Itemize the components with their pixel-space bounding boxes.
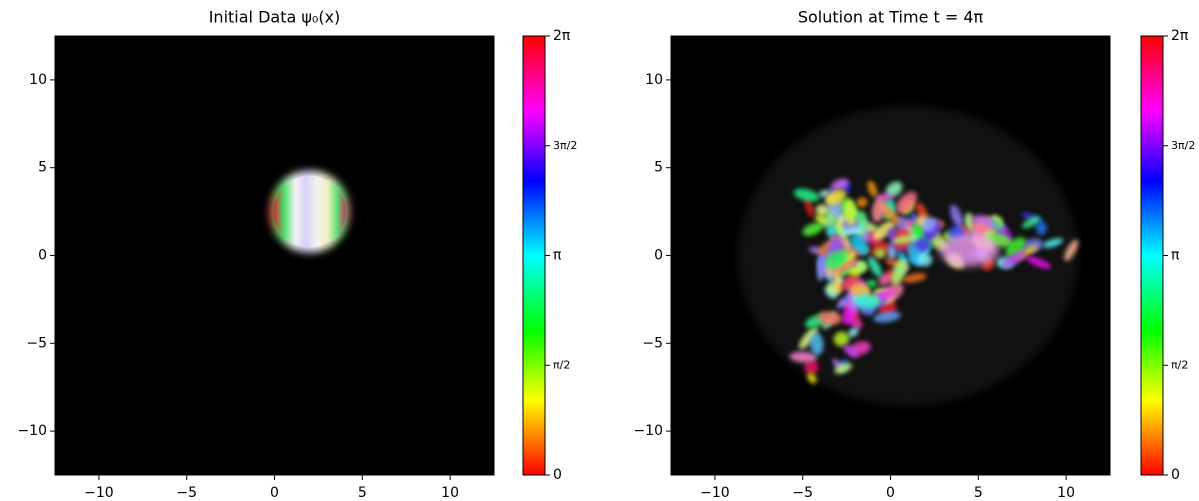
field-blob — [834, 363, 853, 374]
y-tick-label: −5 — [26, 335, 47, 351]
x-tick-label: 5 — [358, 485, 367, 501]
field-blob — [825, 189, 847, 206]
field-blob — [895, 191, 918, 214]
field-blob — [802, 222, 824, 236]
colorbar-tick-label: π — [1171, 248, 1180, 264]
field-blob — [872, 220, 896, 240]
field-blob — [921, 217, 937, 232]
y-tick-label: 0 — [654, 248, 663, 264]
field-blob — [815, 214, 826, 224]
field-blob — [830, 178, 849, 191]
field-blob — [1064, 239, 1079, 262]
field-blob — [1025, 256, 1052, 269]
field-blob — [850, 235, 869, 256]
field-blob — [833, 258, 858, 276]
field-blob — [892, 234, 919, 244]
colorbar — [522, 35, 546, 476]
field-blob — [1022, 216, 1041, 229]
field-haze — [738, 105, 1079, 406]
y-tick-label: −10 — [17, 423, 47, 439]
field-blob — [856, 197, 868, 208]
chart-title: Solution at Time t = 4π — [798, 8, 984, 27]
field-blob — [273, 175, 346, 248]
field-blob — [917, 252, 933, 267]
colorbar-tick-label: 0 — [1171, 467, 1180, 483]
field-blob — [839, 275, 858, 291]
colorbar-tick-label: 2π — [553, 28, 571, 44]
field-highlight — [939, 234, 1000, 267]
field-blob — [871, 197, 886, 223]
field-blob — [950, 204, 964, 229]
field-blob — [789, 351, 818, 363]
field-blob — [868, 256, 882, 277]
colorbar-tick-label: π — [553, 248, 562, 264]
x-tick-label: 10 — [1057, 485, 1075, 501]
y-tick-label: 10 — [645, 72, 663, 88]
field-blob — [1002, 250, 1026, 268]
field-blob — [807, 372, 817, 384]
plot-background — [55, 36, 494, 475]
colorbar-tick-label: 3π/2 — [553, 139, 577, 152]
field-blob — [832, 270, 843, 292]
field-blob — [876, 289, 895, 300]
field-image — [738, 105, 1079, 406]
field-blob — [891, 258, 907, 286]
x-tick-label: −5 — [176, 485, 197, 501]
field-blob — [1035, 221, 1047, 236]
field-blob — [838, 227, 864, 237]
field-blob — [874, 248, 886, 259]
field-blob — [902, 273, 927, 283]
field-blob — [804, 360, 819, 374]
field-blob — [815, 204, 829, 217]
y-tick-label: 10 — [29, 72, 47, 88]
field-blob — [826, 225, 837, 238]
field-blob — [1042, 238, 1064, 248]
field-blob — [843, 344, 859, 359]
field-blob — [866, 279, 878, 288]
field-blob — [843, 198, 857, 226]
field-blob — [804, 196, 814, 218]
x-tick-label: −10 — [700, 485, 730, 501]
field-blob — [825, 250, 845, 269]
y-tick-label: 5 — [654, 160, 663, 176]
x-tick-label: −10 — [84, 485, 114, 501]
y-tick-label: −5 — [642, 335, 663, 351]
field-blob — [878, 273, 892, 286]
field-blob — [798, 326, 818, 350]
field-blob — [873, 311, 901, 323]
field-blob — [793, 188, 820, 202]
colorbar-tick-label: 0 — [553, 467, 562, 483]
field-blob — [867, 180, 878, 198]
chart-title: Initial Data ψ₀(x) — [209, 8, 341, 27]
y-tick-label: −10 — [633, 423, 663, 439]
colorbar-tick-label: 2π — [1171, 28, 1189, 44]
y-tick-label: 0 — [38, 248, 47, 264]
field-blob — [885, 181, 903, 198]
field-image — [268, 170, 351, 253]
field-blob — [854, 294, 880, 309]
field-blob — [915, 202, 929, 221]
field-blob — [817, 311, 843, 325]
colorbar-tick-label: 3π/2 — [1171, 139, 1195, 152]
x-tick-label: 0 — [270, 485, 279, 501]
x-tick-label: 0 — [886, 485, 895, 501]
y-tick-label: 5 — [38, 160, 47, 176]
x-tick-label: −5 — [792, 485, 813, 501]
field-blob — [847, 327, 859, 338]
colorbar-tick-label: π/2 — [1171, 358, 1188, 371]
colorbar-tick-label: π/2 — [553, 358, 570, 371]
field-blob — [833, 331, 850, 347]
colorbar — [1140, 35, 1164, 476]
x-tick-label: 5 — [974, 485, 983, 501]
field-blob — [809, 332, 824, 356]
x-tick-label: 10 — [441, 485, 459, 501]
field-blob — [848, 282, 871, 298]
